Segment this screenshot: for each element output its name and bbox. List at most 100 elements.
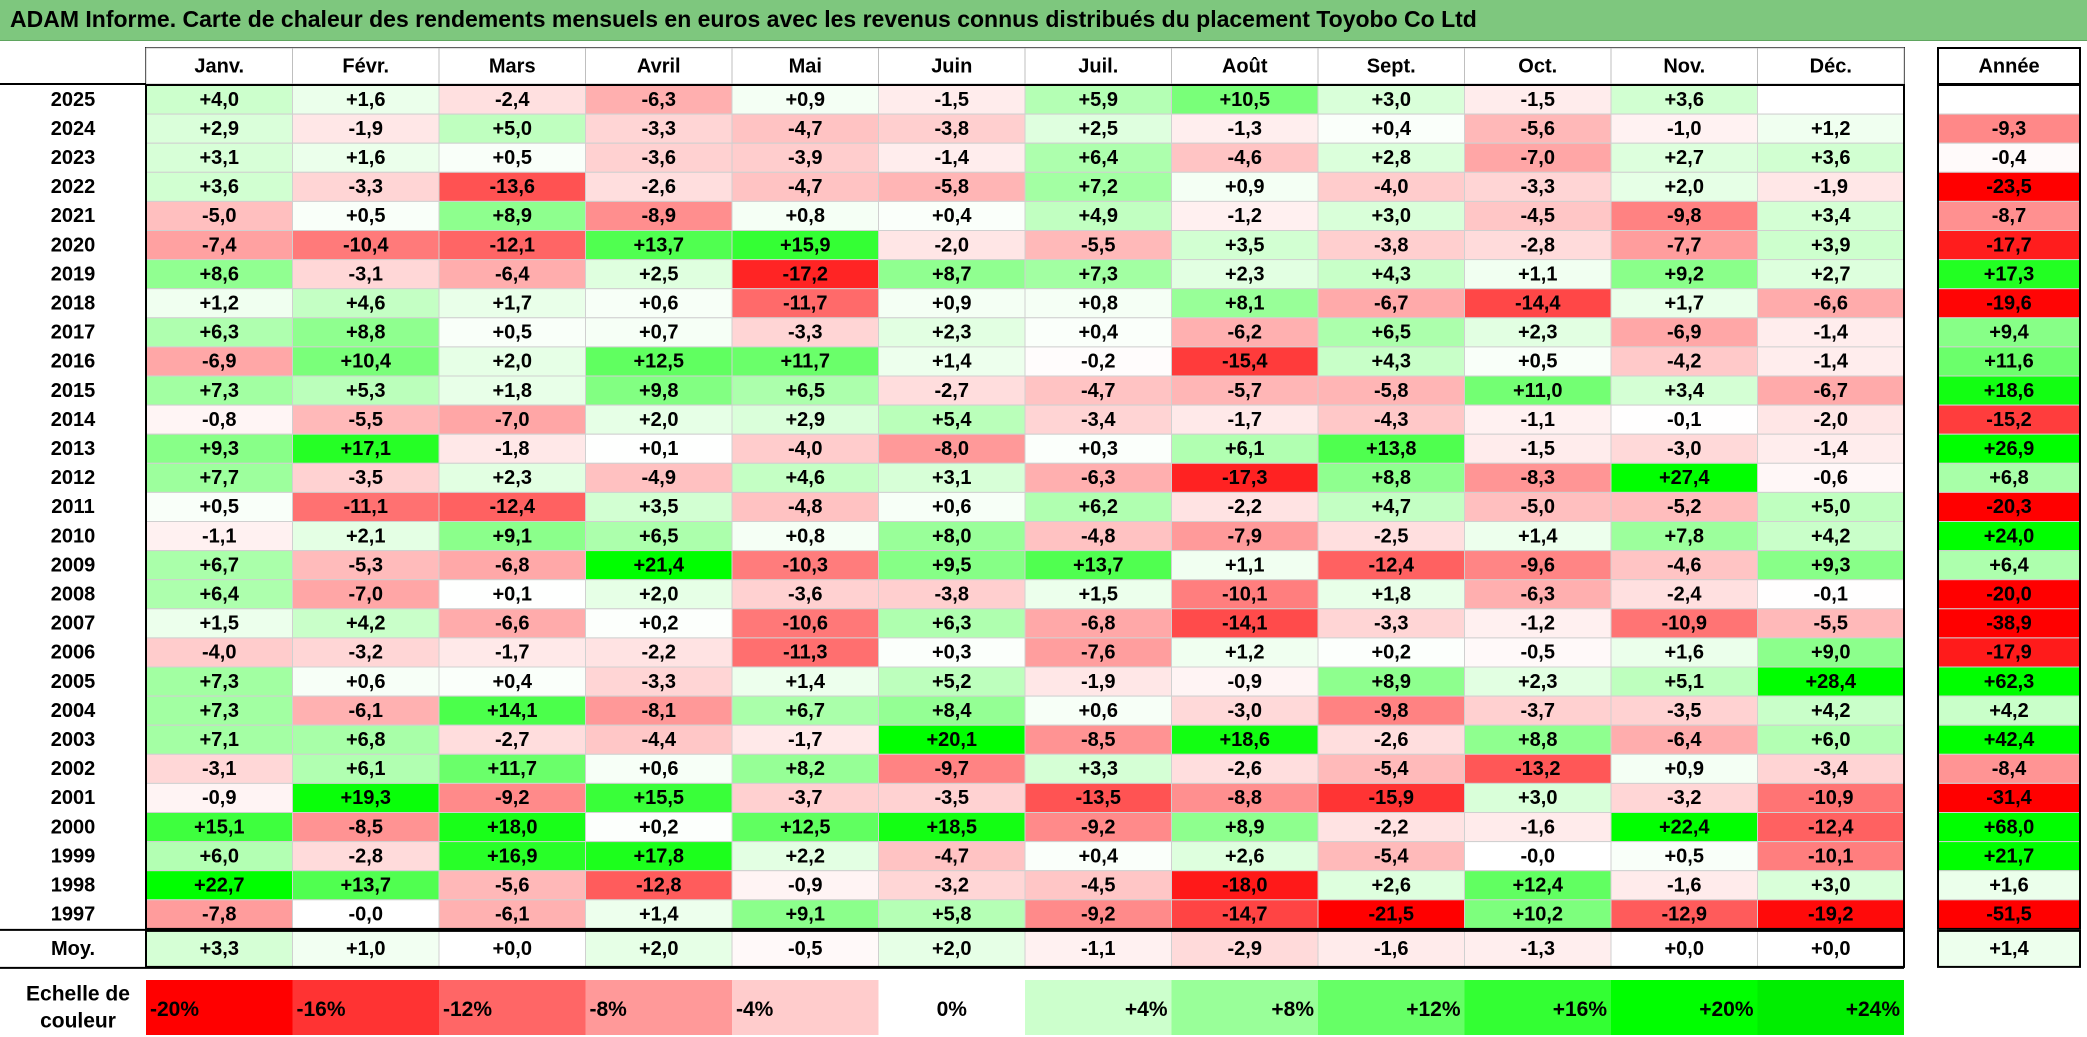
cell-value: +0,2 — [1372, 642, 1411, 664]
heatmap-cell — [1024, 404, 1172, 435]
cell-value: +6,3 — [932, 613, 971, 635]
cell-value: -3,5 — [935, 787, 969, 809]
month-header-cell — [731, 47, 879, 85]
heatmap-cell — [292, 491, 440, 522]
heatmap-cell — [1317, 171, 1465, 202]
year-label: 2012 — [51, 467, 96, 489]
cell-value: -4,6 — [1667, 554, 1701, 576]
year-label: 2009 — [51, 554, 96, 576]
heatmap-cell — [1610, 346, 1758, 377]
cell-value: +2,7 — [1811, 263, 1850, 285]
heatmap-cell — [292, 550, 440, 581]
heatmap-cell — [438, 841, 586, 872]
annual-value: +24,0 — [1984, 525, 2035, 547]
cell-value: -7,4 — [202, 234, 237, 256]
annual-average-cell — [1937, 929, 2081, 968]
cell-value: +9,1 — [786, 904, 825, 926]
heatmap-cell — [1171, 230, 1319, 261]
annual-value: -17,7 — [1986, 234, 2032, 256]
cell-value: +11,7 — [487, 758, 537, 780]
cell-value: -0,1 — [1667, 409, 1701, 431]
heatmap-cell — [1317, 259, 1465, 290]
annual-cell — [1937, 579, 2081, 610]
heatmap-cell — [1757, 637, 1905, 668]
year-label: 2004 — [51, 700, 96, 722]
year-label: 2000 — [51, 816, 96, 838]
heatmap-cell — [438, 433, 586, 464]
cell-value: -3,7 — [1521, 700, 1555, 722]
cell-value: -4,7 — [1081, 380, 1115, 402]
average-value: -2,9 — [1228, 938, 1262, 960]
heatmap-cell — [1464, 317, 1612, 348]
cell-value: -1,4 — [1814, 351, 1849, 373]
heatmap-cell — [145, 375, 293, 406]
cell-value: -11,1 — [344, 496, 388, 518]
cell-value: -3,9 — [788, 147, 822, 169]
cell-value: +0,6 — [346, 671, 385, 693]
heatmap-cell — [585, 113, 733, 144]
color-scale-swatch — [1171, 980, 1318, 1035]
cell-value: +8,9 — [1372, 671, 1411, 693]
cell-value: +15,5 — [633, 787, 684, 809]
cell-value: -0,1 — [1814, 584, 1848, 606]
cell-value: -1,9 — [349, 118, 383, 140]
heatmap-cell — [585, 462, 733, 493]
heatmap-cell — [1317, 870, 1465, 901]
year-label: 2025 — [51, 89, 96, 111]
heatmap-cell — [438, 579, 586, 610]
cell-value: +5,0 — [1811, 496, 1850, 518]
cell-value: +4,0 — [200, 89, 239, 111]
cell-value: -12,1 — [489, 234, 535, 256]
cell-value: +1,1 — [1518, 263, 1557, 285]
color-scale-label: -20% — [150, 998, 199, 1021]
color-scale-swatch — [878, 980, 1025, 1035]
cell-value: +14,1 — [487, 700, 538, 722]
cell-value: -1,9 — [1814, 176, 1848, 198]
heatmap-cell — [1757, 666, 1905, 697]
cell-value: +1,8 — [493, 380, 532, 402]
heatmap-cell — [1610, 462, 1758, 493]
heatmap-cell — [145, 171, 293, 202]
annual-cell — [1937, 84, 2081, 115]
year-label: 2008 — [51, 584, 96, 606]
heatmap-cell — [585, 404, 733, 435]
heatmap-cell — [585, 346, 733, 377]
heatmap-cell — [438, 899, 586, 930]
cell-value: -6,7 — [1374, 293, 1408, 315]
heatmap-cell — [1317, 142, 1465, 173]
color-scale-label: +4% — [1125, 998, 1168, 1021]
cell-value: -2,2 — [1374, 816, 1408, 838]
cell-value: +1,5 — [1079, 584, 1118, 606]
month-header-label: Juin — [931, 55, 972, 77]
cell-value: -7,8 — [202, 904, 236, 926]
cell-value: +1,7 — [1665, 293, 1704, 315]
cell-value: -12,4 — [489, 496, 535, 518]
cell-value: -5,8 — [935, 176, 969, 198]
cell-value: +13,8 — [1366, 438, 1417, 460]
heatmap-cell — [585, 753, 733, 784]
heatmap-cell — [1317, 579, 1465, 610]
cell-value: -2,6 — [1374, 729, 1408, 751]
annual-value: -17,9 — [1986, 642, 2032, 664]
cell-value: -6,1 — [349, 700, 383, 722]
cell-value: -9,6 — [1521, 554, 1555, 576]
year-label: 2014 — [51, 409, 96, 431]
cell-value: -4,0 — [202, 642, 236, 664]
cell-value: -18,0 — [1222, 875, 1268, 897]
color-scale-label: -4% — [736, 998, 774, 1021]
year-label: 1997 — [51, 904, 96, 926]
cell-value: -3,3 — [1521, 176, 1555, 198]
heatmap-cell — [878, 200, 1026, 231]
average-value: +2,0 — [639, 938, 678, 960]
cell-value: +1,7 — [493, 293, 532, 315]
annual-value: +21,7 — [1984, 845, 2035, 867]
cell-value: -3,2 — [1667, 787, 1701, 809]
cell-value: +28,4 — [1805, 671, 1856, 693]
cell-value: +5,9 — [1079, 89, 1118, 111]
heatmap-cell — [585, 171, 733, 202]
cell-value: -6,3 — [642, 89, 676, 111]
average-value: +0,0 — [1665, 938, 1704, 960]
cell-value: +6,7 — [786, 700, 825, 722]
cell-value: +0,5 — [346, 205, 385, 227]
